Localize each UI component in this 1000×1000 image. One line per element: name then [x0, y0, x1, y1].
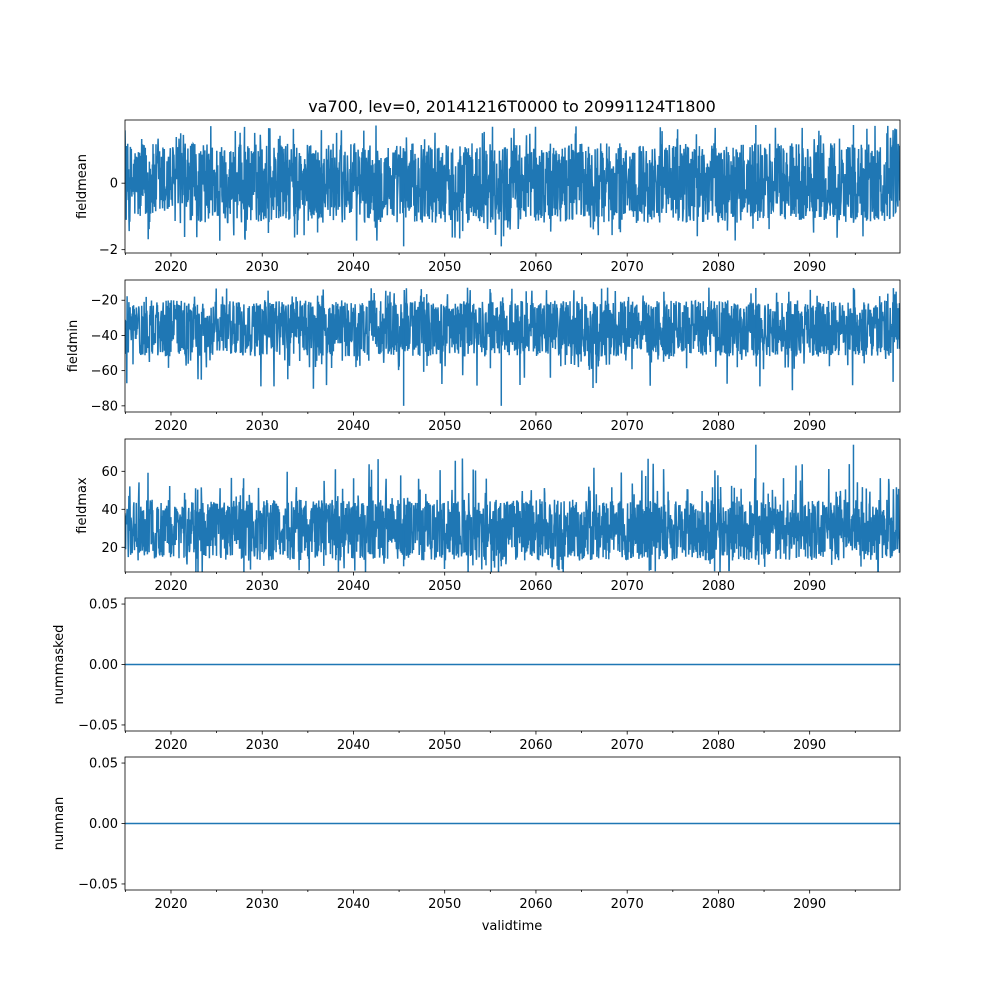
y-axis-label-numnan: numnan: [52, 797, 67, 851]
x-axis-label: validtime: [482, 919, 543, 934]
x-tick-label-fieldmax-3: 2050: [428, 579, 461, 594]
y-tick-label-nummasked-2: 0.05: [89, 598, 118, 613]
axes-frame-fieldmean: [124, 119, 901, 254]
x-tick-label-nummasked-2: 2040: [337, 738, 370, 753]
y-axis-label-fieldmax: fieldmax: [75, 477, 90, 534]
y-tick-label-fieldmin-1: −60: [91, 364, 118, 379]
x-tick-label-numnan-1: 2030: [246, 897, 279, 912]
x-tick-label-fieldmin-1: 2030: [246, 419, 279, 434]
x-tick-label-fieldmean-5: 2070: [611, 260, 644, 275]
subplot-fieldmax: 2020 2030 2040 2050 2060 2070 2080 2090204060fi…: [75, 438, 901, 594]
figure-title: va700, lev=0, 20141216T0000 to 20991124T…: [308, 97, 716, 116]
y-tick-label-numnan-1: 0.00: [89, 817, 118, 832]
x-tick-label-numnan-6: 2080: [702, 897, 735, 912]
x-tick-label-fieldmax-4: 2060: [519, 579, 552, 594]
x-tick-label-fieldmin-0: 2020: [154, 419, 187, 434]
x-tick-label-fieldmax-2: 2040: [337, 579, 370, 594]
x-tick-label-fieldmax-1: 2030: [246, 579, 279, 594]
x-tick-label-fieldmean-7: 2090: [793, 260, 826, 275]
subplot-panels: 2020 2030 2040 2050 2060 2070 2080 2090−20field…: [52, 119, 901, 912]
x-tick-label-nummasked-7: 2090: [793, 738, 826, 753]
axes-frame-fieldmin: [124, 279, 901, 413]
y-tick-label-numnan-0: −0.05: [78, 877, 118, 892]
x-tick-label-fieldmean-6: 2080: [702, 260, 735, 275]
y-tick-label-fieldmax-1: 40: [101, 503, 118, 518]
x-tick-label-fieldmean-0: 2020: [154, 260, 187, 275]
x-tick-label-fieldmax-7: 2090: [793, 579, 826, 594]
y-tick-label-numnan-2: 0.05: [89, 757, 118, 772]
x-tick-label-fieldmean-3: 2050: [428, 260, 461, 275]
axes-frame-fieldmax: [124, 438, 901, 573]
x-tick-label-fieldmin-4: 2060: [519, 419, 552, 434]
x-tick-label-fieldmin-6: 2080: [702, 419, 735, 434]
series-line-fieldmean: [125, 125, 900, 241]
x-tick-label-fieldmax-0: 2020: [154, 579, 187, 594]
subplot-nummasked: 2020 2030 2040 2050 2060 2070 2080 2090 −0.05 0.0…: [52, 598, 901, 753]
y-tick-label-fieldmax-2: 60: [101, 465, 118, 480]
subplot-numnan: 2020 2030 2040 2050 2060 2070 2080 2090 −0.05 0.0…: [52, 757, 901, 912]
y-axis-label-fieldmin: fieldmin: [66, 320, 81, 373]
x-tick-label-fieldmean-4: 2060: [519, 260, 552, 275]
y-tick-label-fieldmin-3: −20: [91, 294, 118, 309]
y-tick-label-fieldmax-0: 20: [101, 541, 118, 556]
x-tick-label-numnan-0: 2020: [154, 897, 187, 912]
x-tick-label-fieldmean-2: 2040: [337, 260, 370, 275]
x-tick-label-nummasked-6: 2080: [702, 738, 735, 753]
y-tick-label-fieldmean-0: −2: [99, 243, 118, 258]
x-tick-label-fieldmin-5: 2070: [611, 419, 644, 434]
y-axis-label-nummasked: nummasked: [52, 625, 67, 705]
x-tick-label-fieldmin-2: 2040: [337, 419, 370, 434]
x-tick-label-numnan-5: 2070: [611, 897, 644, 912]
x-tick-label-nummasked-5: 2070: [611, 738, 644, 753]
x-tick-label-fieldmin-3: 2050: [428, 419, 461, 434]
subplot-fieldmean: 2020 2030 2040 2050 2060 2070 2080 2090 −2 0 field…: [75, 119, 901, 275]
x-tick-label-fieldmax-6: 2080: [702, 579, 735, 594]
y-tick-label-fieldmin-2: −40: [91, 329, 118, 344]
x-tick-label-nummasked-0: 2020: [154, 738, 187, 753]
x-tick-label-nummasked-3: 2050: [428, 738, 461, 753]
x-tick-label-fieldmin-7: 2090: [793, 419, 826, 434]
x-tick-label-numnan-7: 2090: [793, 897, 826, 912]
x-tick-label-numnan-4: 2060: [519, 897, 552, 912]
subplot-fieldmin: 2020 2030 2040 2050 2060 2070 2080 2090 −80 −60 −4…: [66, 279, 901, 434]
y-axis-label-fieldmean: fieldmean: [75, 154, 90, 219]
y-tick-label-fieldmean-1: 0: [110, 177, 118, 192]
y-tick-label-nummasked-0: −0.05: [78, 718, 118, 733]
x-tick-label-nummasked-4: 2060: [519, 738, 552, 753]
y-tick-label-nummasked-1: 0.00: [89, 658, 118, 673]
x-tick-label-numnan-3: 2050: [428, 897, 461, 912]
series-line-fieldmin: [125, 287, 900, 391]
x-tick-label-numnan-2: 2040: [337, 897, 370, 912]
y-tick-label-fieldmin-0: −80: [91, 399, 118, 414]
x-tick-label-nummasked-1: 2030: [246, 738, 279, 753]
series-line-fieldmax: [125, 458, 900, 572]
x-tick-label-fieldmean-1: 2030: [246, 260, 279, 275]
x-tick-label-fieldmax-5: 2070: [611, 579, 644, 594]
